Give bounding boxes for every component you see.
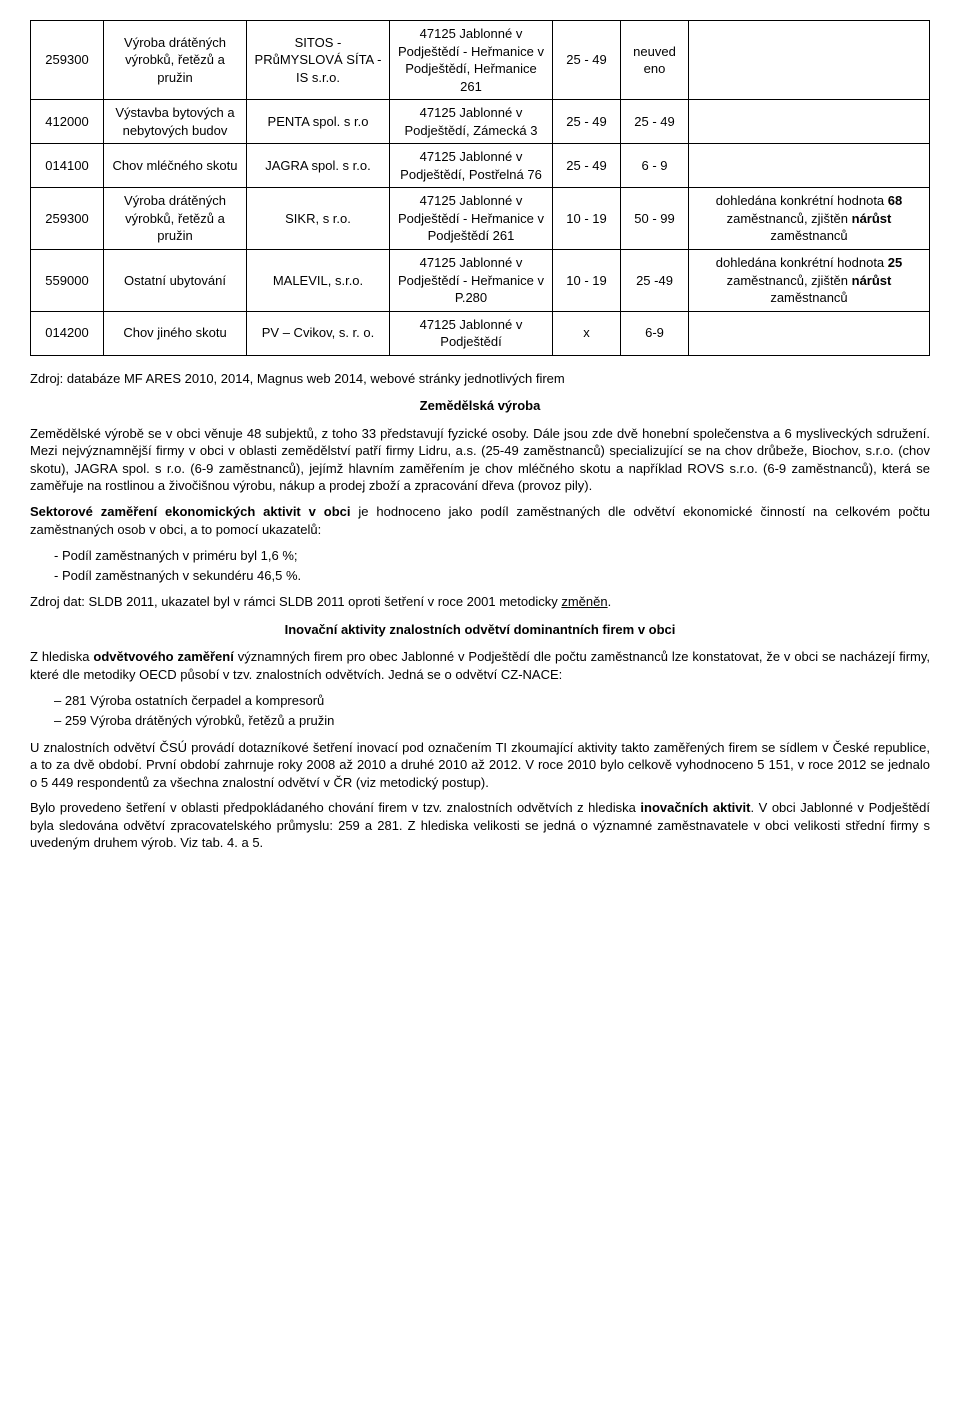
cell-note [689, 311, 930, 355]
sector-source: Zdroj dat: SLDB 2011, ukazatel byl v rám… [30, 593, 930, 611]
table-source: Zdroj: databáze MF ARES 2010, 2014, Magn… [30, 370, 930, 388]
table-row: 412000Výstavba bytových a nebytových bud… [31, 100, 930, 144]
table-row: 259300Výroba drátěných výrobků, řetězů a… [31, 188, 930, 250]
table-row: 259300Výroba drátěných výrobků, řetězů a… [31, 21, 930, 100]
innovation-paragraph-2: U znalostních odvětví ČSÚ provádí dotazn… [30, 739, 930, 792]
cell-code: 259300 [31, 21, 104, 100]
cell-company: PENTA spol. s r.o [247, 100, 390, 144]
cell-note: dohledána konkrétní hodnota 68 zaměstnan… [689, 188, 930, 250]
cell-address: 47125 Jablonné v Podještědí [390, 311, 553, 355]
nace-list: 281 Výroba ostatních čerpadel a kompreso… [30, 691, 930, 730]
cell-range1: 25 - 49 [553, 144, 621, 188]
cell-activity: Chov mléčného skotu [104, 144, 247, 188]
cell-company: SIKR, s r.o. [247, 188, 390, 250]
economic-table: 259300Výroba drátěných výrobků, řetězů a… [30, 20, 930, 356]
section-heading-agriculture: Zemědělská výroba [30, 397, 930, 415]
cell-company: PV – Cvikov, s. r. o. [247, 311, 390, 355]
cell-address: 47125 Jablonné v Podještědí - Heřmanice … [390, 188, 553, 250]
cell-note [689, 21, 930, 100]
table-row: 014100Chov mléčného skotuJAGRA spol. s r… [31, 144, 930, 188]
cell-code: 014100 [31, 144, 104, 188]
cell-code: 559000 [31, 250, 104, 312]
cell-range2: 25 -49 [621, 250, 689, 312]
sector-paragraph: Sektorové zaměření ekonomických aktivit … [30, 503, 930, 538]
innovation-paragraph-3: Bylo provedeno šetření v oblasti předpok… [30, 799, 930, 852]
cell-range1: 25 - 49 [553, 100, 621, 144]
cell-address: 47125 Jablonné v Podještědí - Heřmanice … [390, 21, 553, 100]
agriculture-paragraph: Zemědělské výrobě se v obci věnuje 48 su… [30, 425, 930, 495]
cell-range1: 25 - 49 [553, 21, 621, 100]
cell-range2: 25 - 49 [621, 100, 689, 144]
sector-indicator-item: Podíl zaměstnaných v sekundéru 46,5 %. [54, 566, 930, 586]
cell-range2: 50 - 99 [621, 188, 689, 250]
cell-address: 47125 Jablonné v Podještědí - Heřmanice … [390, 250, 553, 312]
cell-note [689, 144, 930, 188]
table-row: 559000Ostatní ubytováníMALEVIL, s.r.o.47… [31, 250, 930, 312]
cell-activity: Chov jiného skotu [104, 311, 247, 355]
cell-activity: Výroba drátěných výrobků, řetězů a pruži… [104, 188, 247, 250]
nace-item: 259 Výroba drátěných výrobků, řetězů a p… [54, 711, 930, 731]
nace-item: 281 Výroba ostatních čerpadel a kompreso… [54, 691, 930, 711]
cell-range1: 10 - 19 [553, 250, 621, 312]
cell-range2: 6-9 [621, 311, 689, 355]
cell-activity: Výroba drátěných výrobků, řetězů a pruži… [104, 21, 247, 100]
cell-note [689, 100, 930, 144]
cell-code: 259300 [31, 188, 104, 250]
cell-range1: x [553, 311, 621, 355]
cell-code: 014200 [31, 311, 104, 355]
cell-address: 47125 Jablonné v Podještědí, Postřelná 7… [390, 144, 553, 188]
table-row: 014200Chov jiného skotuPV – Cvikov, s. r… [31, 311, 930, 355]
cell-range1: 10 - 19 [553, 188, 621, 250]
innov3-bold: inovačních aktivit [640, 800, 750, 815]
sector-indicator-item: Podíl zaměstnaných v priméru byl 1,6 %; [54, 546, 930, 566]
cell-company: MALEVIL, s.r.o. [247, 250, 390, 312]
cell-address: 47125 Jablonné v Podještědí, Zámecká 3 [390, 100, 553, 144]
sector-indicators-list: Podíl zaměstnaných v priméru byl 1,6 %;P… [30, 546, 930, 585]
cell-note: dohledána konkrétní hodnota 25 zaměstnan… [689, 250, 930, 312]
innov1-bold: odvětvového zaměření [93, 649, 233, 664]
sector-source-underline: změněn [561, 594, 607, 609]
cell-code: 412000 [31, 100, 104, 144]
cell-range2: 6 - 9 [621, 144, 689, 188]
cell-company: JAGRA spol. s r.o. [247, 144, 390, 188]
section-heading-innovation: Inovační aktivity znalostních odvětví do… [30, 621, 930, 639]
cell-company: SITOS - PRůMYSLOVÁ SÍTA - IS s.r.o. [247, 21, 390, 100]
cell-range2: neuved eno [621, 21, 689, 100]
innovation-paragraph-1: Z hlediska odvětvového zaměření významný… [30, 648, 930, 683]
sector-paragraph-lead: Sektorové zaměření ekonomických aktivit … [30, 504, 350, 519]
cell-activity: Ostatní ubytování [104, 250, 247, 312]
cell-activity: Výstavba bytových a nebytových budov [104, 100, 247, 144]
